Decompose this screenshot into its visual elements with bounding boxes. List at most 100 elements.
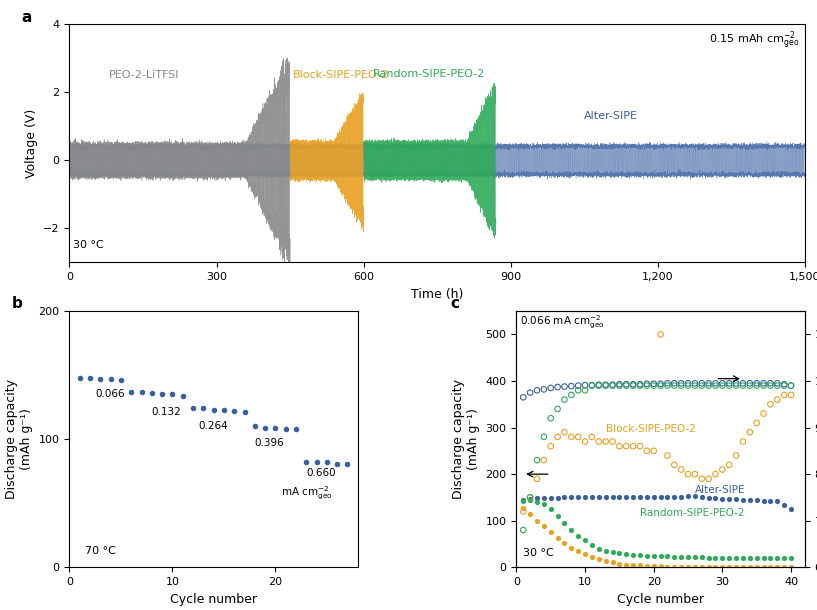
Point: [702, 553, 715, 562]
Point: [743, 553, 757, 563]
Point: [689, 552, 702, 562]
Text: 0.264: 0.264: [199, 421, 228, 431]
Text: mA cm$^{-2}_{\mathrm{geo}}$: mA cm$^{-2}_{\mathrm{geo}}$: [280, 484, 332, 501]
Point: [695, 552, 708, 562]
Text: Random-SIPE-PEO-2: Random-SIPE-PEO-2: [373, 69, 485, 79]
Point: [764, 496, 777, 506]
Point: [551, 404, 564, 414]
X-axis label: Time (h): Time (h): [411, 287, 463, 301]
Point: [709, 562, 722, 572]
Point: [661, 551, 674, 561]
Point: [778, 500, 791, 510]
Point: [544, 493, 557, 503]
Point: [530, 493, 543, 503]
Text: b: b: [11, 296, 23, 310]
Point: [702, 378, 715, 388]
Point: [770, 381, 784, 390]
Point: [544, 383, 557, 393]
Point: [778, 379, 791, 389]
Point: [530, 474, 543, 484]
Point: [764, 378, 777, 388]
Point: [695, 378, 708, 388]
Point: [654, 551, 667, 561]
Point: [599, 437, 612, 447]
Y-axis label: Discharge capacity
(mAh g⁻¹): Discharge capacity (mAh g⁻¹): [5, 379, 33, 499]
Point: [764, 562, 777, 572]
Point: [585, 540, 598, 550]
Point: [572, 381, 585, 390]
Point: [661, 562, 674, 572]
Point: [770, 553, 784, 563]
Point: [578, 550, 592, 559]
Point: [524, 495, 537, 504]
Point: [538, 500, 551, 509]
Point: [620, 379, 633, 389]
Point: [207, 405, 220, 415]
Point: [770, 395, 784, 404]
Text: Block-SIPE-PEO-2: Block-SIPE-PEO-2: [292, 70, 389, 81]
Point: [675, 381, 688, 390]
Point: [599, 380, 612, 390]
Point: [176, 391, 190, 401]
Point: [709, 469, 722, 479]
Text: 0.066 mA cm$^{-2}_{\mathrm{geo}}$: 0.066 mA cm$^{-2}_{\mathrm{geo}}$: [520, 314, 605, 331]
Text: Block-SIPE-PEO-2: Block-SIPE-PEO-2: [605, 424, 695, 434]
Text: PEO-2-LiTFSI: PEO-2-LiTFSI: [109, 70, 179, 81]
Text: 70 °C: 70 °C: [85, 547, 116, 556]
Point: [627, 379, 640, 389]
Point: [558, 382, 571, 392]
Point: [784, 390, 797, 400]
Point: [592, 554, 605, 564]
Point: [750, 418, 763, 428]
Point: [702, 381, 715, 390]
Point: [592, 381, 605, 390]
Point: [641, 561, 654, 571]
Point: [578, 380, 592, 390]
Point: [258, 423, 271, 432]
Point: [681, 469, 694, 479]
Point: [757, 378, 770, 388]
Point: [661, 451, 674, 461]
Point: [620, 550, 633, 559]
Point: [620, 381, 633, 390]
Point: [730, 381, 743, 390]
Point: [538, 455, 551, 465]
Point: [695, 562, 708, 572]
X-axis label: Cycle number: Cycle number: [617, 592, 704, 606]
Point: [723, 381, 736, 390]
Point: [689, 381, 702, 390]
Point: [585, 432, 598, 442]
Point: [667, 378, 681, 388]
Point: [736, 553, 749, 563]
Point: [530, 497, 543, 507]
Point: [279, 424, 292, 434]
Point: [764, 553, 777, 563]
Point: [565, 543, 578, 553]
Point: [689, 378, 702, 388]
Point: [730, 553, 743, 563]
Point: [320, 458, 333, 467]
Point: [613, 441, 626, 451]
Point: [723, 562, 736, 572]
Point: [641, 379, 654, 389]
Point: [606, 381, 619, 390]
Point: [709, 493, 722, 503]
Point: [620, 559, 633, 569]
Point: [757, 496, 770, 506]
Point: [627, 441, 640, 451]
Point: [606, 548, 619, 558]
Point: [538, 522, 551, 531]
Point: [516, 503, 529, 512]
Point: [750, 381, 763, 390]
Point: [551, 511, 564, 521]
Point: [300, 458, 313, 467]
Text: 30 °C: 30 °C: [523, 548, 554, 558]
Point: [641, 492, 654, 502]
Point: [778, 381, 791, 390]
Point: [675, 562, 688, 572]
Text: Random-SIPE-PEO-2: Random-SIPE-PEO-2: [640, 508, 744, 518]
Point: [784, 504, 797, 514]
Point: [606, 380, 619, 390]
Point: [530, 455, 543, 465]
Point: [599, 492, 612, 502]
